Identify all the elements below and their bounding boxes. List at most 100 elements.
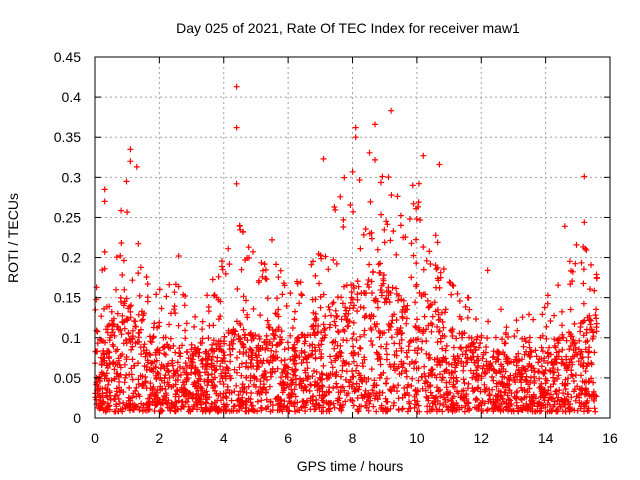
data-point	[423, 257, 430, 264]
data-point	[217, 343, 224, 350]
data-point	[464, 314, 471, 321]
data-point	[412, 299, 419, 306]
data-point	[310, 258, 316, 265]
data-point	[156, 347, 163, 354]
data-point	[261, 368, 268, 375]
data-point	[590, 388, 597, 395]
data-point	[112, 392, 119, 399]
data-point	[435, 317, 442, 323]
data-point	[243, 374, 250, 381]
data-point	[514, 388, 521, 395]
data-point	[562, 376, 569, 383]
data-point	[559, 408, 566, 415]
data-point	[235, 396, 242, 403]
data-point	[247, 372, 254, 379]
data-point	[475, 384, 482, 391]
data-point	[539, 348, 546, 355]
data-point	[281, 368, 288, 375]
data-point	[424, 403, 431, 410]
data-point	[558, 360, 565, 367]
data-point	[305, 352, 312, 359]
data-point	[299, 331, 306, 338]
data-point	[218, 397, 224, 404]
data-point	[470, 353, 477, 360]
data-point	[229, 345, 236, 352]
data-point	[182, 360, 189, 366]
data-point	[490, 408, 497, 415]
data-point	[129, 327, 136, 334]
data-point	[475, 344, 482, 351]
data-point	[468, 335, 475, 341]
data-point	[403, 349, 410, 356]
data-point	[151, 408, 158, 414]
data-point	[296, 381, 303, 388]
data-point	[302, 384, 309, 391]
data-point	[567, 343, 574, 349]
data-point	[464, 385, 471, 392]
data-point	[343, 368, 350, 375]
data-point	[465, 380, 472, 387]
data-point	[571, 407, 578, 414]
data-point	[530, 365, 537, 372]
data-point	[104, 329, 111, 336]
data-point	[109, 341, 116, 348]
data-point	[398, 361, 405, 368]
data-point	[255, 359, 262, 366]
data-point	[413, 260, 420, 267]
data-point	[376, 269, 383, 276]
data-point	[209, 347, 216, 354]
data-point	[583, 330, 590, 336]
data-point	[518, 379, 525, 386]
data-point	[236, 364, 243, 371]
data-point	[128, 346, 135, 353]
data-point	[355, 351, 362, 358]
data-point	[272, 368, 278, 375]
data-point	[350, 402, 357, 409]
data-point	[225, 245, 232, 252]
data-point	[485, 398, 492, 405]
data-point	[591, 349, 598, 356]
data-point	[443, 379, 450, 386]
data-point	[437, 371, 443, 378]
data-point	[340, 358, 347, 364]
data-point	[549, 407, 556, 414]
x-tick-label: 16	[602, 430, 618, 446]
data-point	[431, 399, 437, 406]
data-point	[331, 404, 338, 411]
data-point	[588, 261, 594, 268]
data-point	[456, 298, 463, 304]
chart-title: Day 025 of 2021, Rate Of TEC Index for r…	[176, 20, 520, 36]
data-point	[534, 400, 541, 407]
data-point	[320, 393, 327, 400]
data-point	[369, 387, 376, 394]
data-point	[317, 252, 324, 259]
y-tick-label: 0	[73, 410, 81, 426]
data-point	[526, 311, 532, 318]
data-point	[357, 304, 364, 311]
data-point	[175, 283, 182, 290]
data-point	[123, 340, 130, 347]
data-point	[172, 349, 179, 356]
data-point	[462, 351, 469, 358]
data-point	[362, 387, 369, 394]
data-point	[566, 258, 573, 265]
data-point	[360, 363, 366, 370]
data-point	[206, 322, 213, 329]
data-point	[554, 376, 561, 382]
data-point	[473, 316, 479, 322]
data-point	[404, 408, 411, 415]
data-point	[387, 386, 393, 393]
data-point	[188, 341, 195, 348]
data-point	[493, 356, 500, 363]
data-point	[582, 339, 589, 346]
data-point	[350, 343, 357, 350]
data-point	[129, 277, 136, 284]
data-point	[580, 280, 587, 287]
data-point	[321, 392, 328, 399]
data-point	[114, 310, 121, 317]
data-point	[158, 305, 165, 312]
data-point	[481, 369, 488, 376]
data-point	[269, 236, 275, 243]
data-point	[263, 406, 270, 413]
data-point	[349, 335, 356, 342]
